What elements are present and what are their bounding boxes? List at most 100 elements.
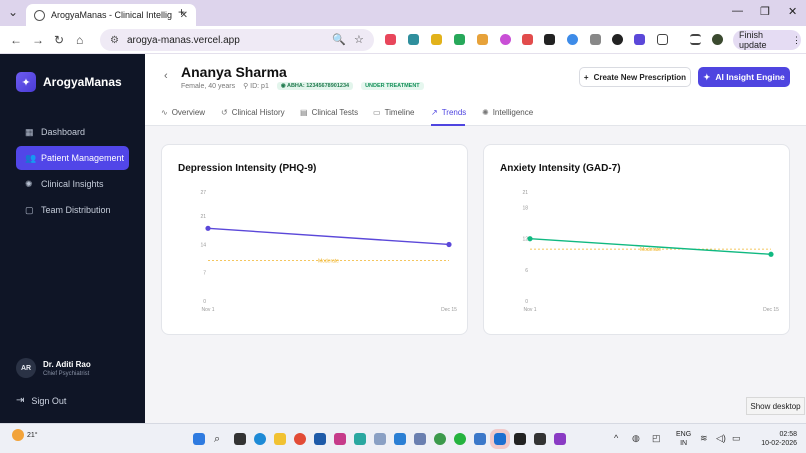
- reload-icon[interactable]: ↻: [54, 33, 65, 47]
- app-icon[interactable]: [354, 433, 366, 445]
- app-icon[interactable]: [374, 433, 386, 445]
- search-icon[interactable]: ⌕: [214, 433, 221, 445]
- pulse-icon: ∿: [161, 108, 168, 117]
- browser-tab[interactable]: ArogyaManas - Clinical Intellig ✕: [26, 4, 196, 26]
- abha-text: ABHA: 12345678901234: [286, 83, 350, 89]
- volume-icon[interactable]: ◁): [716, 433, 726, 443]
- chart-title: Depression Intensity (PHQ-9): [178, 163, 317, 174]
- sidebar-item-team-distribution[interactable]: ▢ Team Distribution: [16, 198, 129, 222]
- task-view-icon[interactable]: [234, 433, 246, 445]
- reading-list-icon[interactable]: [690, 34, 701, 45]
- ai-insight-engine-button[interactable]: ✦ AI Insight Engine: [698, 67, 790, 87]
- site-info-icon[interactable]: ⚙: [110, 34, 119, 46]
- whatsapp-icon[interactable]: [454, 433, 466, 445]
- tray-chevron-icon[interactable]: ^: [614, 433, 619, 443]
- close-window-icon[interactable]: ✕: [788, 6, 798, 18]
- clock[interactable]: 02:58 10-02-2026: [753, 430, 797, 448]
- browser-toolbar: ← → ↻ ⌂ ⚙ arogya-manas.vercel.app 🔍 ☆ Fi…: [0, 26, 806, 54]
- y-tick-label: 0: [203, 299, 206, 305]
- browser-titlebar: ⌄ ArogyaManas - Clinical Intellig ✕ + — …: [0, 0, 806, 26]
- tab-intelligence[interactable]: ✺ Intelligence: [482, 108, 533, 117]
- language-indicator[interactable]: ENG IN: [676, 430, 691, 448]
- back-icon[interactable]: ←: [10, 33, 22, 47]
- depression-chart: 0 7 14 21 27 Nov 1 Dec 15 Moderate: [200, 190, 457, 313]
- wifi-icon[interactable]: ≋: [700, 433, 708, 443]
- brain-icon: ✺: [25, 178, 33, 189]
- store-icon[interactable]: [314, 433, 326, 445]
- app-icon[interactable]: [394, 433, 406, 445]
- extension-icon[interactable]: [522, 34, 533, 45]
- app-logo[interactable]: ✦ ArogyaManas: [16, 72, 122, 92]
- extensions-puzzle-icon[interactable]: [657, 34, 668, 45]
- tab-search-icon[interactable]: ⌄: [8, 5, 19, 19]
- weather-widget[interactable]: 21°: [12, 429, 38, 441]
- app-icon[interactable]: [334, 433, 346, 445]
- depression-chart-card: Depression Intensity (PHQ-9) 0 7 14 21 27 Nov…: [161, 144, 468, 335]
- user-profile[interactable]: AR Dr. Aditi Rao Chief Psychiatrist: [16, 358, 91, 378]
- home-icon[interactable]: ⌂: [76, 33, 84, 47]
- brain-icon: ✺: [482, 108, 489, 117]
- tab-clinical-history[interactable]: ↺ Clinical History: [221, 108, 285, 117]
- y-tick-label: 7: [203, 271, 206, 277]
- sidebar-item-clinical-insights[interactable]: ✺ Clinical Insights: [16, 172, 129, 196]
- edge-icon[interactable]: [254, 433, 266, 445]
- back-chevron-icon[interactable]: ‹: [164, 70, 168, 82]
- extension-icon[interactable]: [544, 34, 555, 45]
- tab-label: Clinical History: [231, 108, 285, 117]
- data-point[interactable]: [768, 251, 774, 257]
- tab-trends[interactable]: ↗ Trends: [431, 108, 466, 117]
- finish-update-button[interactable]: Finish update ⋮: [733, 30, 801, 50]
- bookmark-star-icon[interactable]: ☆: [354, 34, 364, 46]
- close-tab-icon[interactable]: ✕: [179, 9, 188, 21]
- chat-icon: ▢: [25, 204, 34, 215]
- terminal-icon[interactable]: [534, 433, 546, 445]
- app-icon[interactable]: [474, 433, 486, 445]
- patient-id-text: ID: p1: [250, 83, 269, 90]
- camera-extension-icon[interactable]: [590, 34, 601, 45]
- tab-timeline[interactable]: ▭ Timeline: [373, 108, 415, 117]
- minimize-icon[interactable]: —: [732, 5, 743, 17]
- windows-start-icon[interactable]: [193, 433, 205, 445]
- users-icon: 👥: [25, 152, 37, 163]
- data-point[interactable]: [205, 225, 211, 231]
- app-icon[interactable]: [414, 433, 426, 445]
- tray-app-icon[interactable]: ◍: [632, 433, 640, 443]
- pocket-extension-icon[interactable]: [385, 34, 396, 45]
- pen-extension-icon[interactable]: [454, 34, 465, 45]
- avatar: AR: [16, 358, 36, 378]
- data-point[interactable]: [527, 236, 533, 242]
- sidebar-item-patient-management[interactable]: 👥 Patient Management: [16, 146, 129, 170]
- extension-icon[interactable]: [612, 34, 623, 45]
- data-point[interactable]: [446, 241, 452, 248]
- new-tab-icon[interactable]: +: [178, 5, 186, 19]
- outlook-icon[interactable]: [490, 429, 510, 449]
- extension-icon[interactable]: [477, 34, 488, 45]
- tray-app-icon[interactable]: ◰: [652, 433, 661, 443]
- y-tick-label: 14: [200, 242, 206, 248]
- extension-icon[interactable]: [634, 34, 645, 45]
- extension-icon[interactable]: [500, 34, 511, 45]
- tab-clinical-tests[interactable]: ▤ Clinical Tests: [300, 108, 358, 117]
- sign-out-button[interactable]: ⇥ Sign Out: [16, 395, 66, 406]
- chrome-icon[interactable]: [294, 433, 306, 445]
- menu-kebab-icon[interactable]: ⋮: [792, 34, 801, 45]
- profile-avatar-icon[interactable]: [712, 34, 723, 45]
- maximize-icon[interactable]: ❐: [760, 6, 770, 18]
- app-icon[interactable]: [554, 433, 566, 445]
- show-desktop-button[interactable]: Show desktop: [746, 397, 805, 415]
- battery-icon[interactable]: ▭: [732, 433, 741, 443]
- highlighter-extension-icon[interactable]: [431, 34, 442, 45]
- forward-icon[interactable]: →: [32, 33, 44, 47]
- file-explorer-icon[interactable]: [274, 433, 286, 445]
- zoom-icon[interactable]: 🔍: [332, 34, 346, 46]
- sidebar-item-dashboard[interactable]: ▦ Dashboard: [16, 120, 129, 144]
- clipboard-icon: ▤: [300, 108, 308, 117]
- app-icon[interactable]: [434, 433, 446, 445]
- tab-overview[interactable]: ∿ Overview: [161, 108, 205, 117]
- app-icon[interactable]: [514, 433, 526, 445]
- create-prescription-button[interactable]: + Create New Prescription: [579, 67, 691, 87]
- extension-icon[interactable]: [567, 34, 578, 45]
- lang-line1: ENG: [676, 431, 692, 438]
- extension-icon[interactable]: [408, 34, 419, 45]
- address-bar[interactable]: ⚙ arogya-manas.vercel.app 🔍 ☆: [100, 29, 374, 51]
